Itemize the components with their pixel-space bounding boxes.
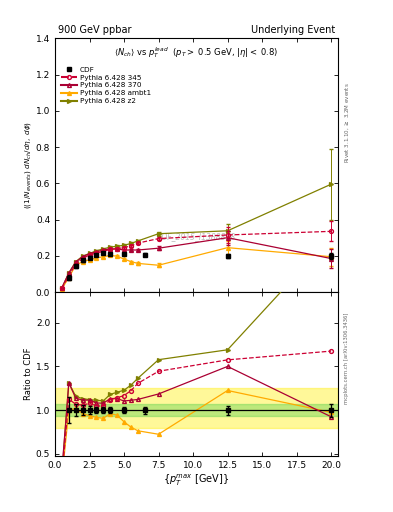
Text: Underlying Event: Underlying Event [251,25,335,35]
Text: 900 GeV ppbar: 900 GeV ppbar [58,25,131,35]
Bar [55,404,338,416]
Text: CDF_2015_I1388868: CDF_2015_I1388868 [157,232,236,241]
Text: mcplots.cern.ch [arXiv:1306.3436]: mcplots.cern.ch [arXiv:1306.3436] [344,313,349,404]
Text: Rivet 3.1.10, $\geq$ 3.2M events: Rivet 3.1.10, $\geq$ 3.2M events [344,82,351,163]
Text: $\langle N_{ch}\rangle$ vs $p_T^{lead}$  ($p_T >$ 0.5 GeV, $|\eta| <$ 0.8): $\langle N_{ch}\rangle$ vs $p_T^{lead}$ … [114,45,279,59]
Y-axis label: Ratio to CDF: Ratio to CDF [24,348,33,400]
Y-axis label: $((1/N_{events})\ dN_{ch}/d\eta,\ d\phi)$: $((1/N_{events})\ dN_{ch}/d\eta,\ d\phi)… [23,121,33,209]
Bar [55,388,338,428]
Legend: CDF, Pythia 6.428 345, Pythia 6.428 370, Pythia 6.428 ambt1, Pythia 6.428 z2: CDF, Pythia 6.428 345, Pythia 6.428 370,… [58,64,154,107]
X-axis label: $\{p_T^{max}\ [\mathrm{GeV}]\}$: $\{p_T^{max}\ [\mathrm{GeV}]\}$ [163,472,230,488]
